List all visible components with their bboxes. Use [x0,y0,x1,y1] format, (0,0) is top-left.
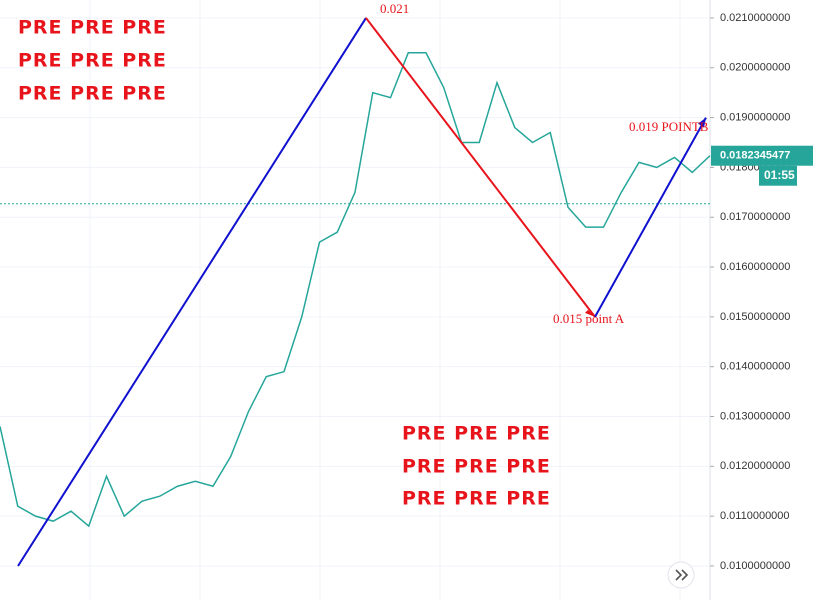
watermark: PRE PRE PRE [18,83,167,105]
trend-line [17,17,367,567]
y-tick-label: 0.0210000000 [720,12,790,24]
trend-line [594,117,707,318]
y-tick-label: 0.0160000000 [720,261,790,273]
y-tick-label: 0.0190000000 [720,111,790,123]
watermark: PRE PRE PRE [402,423,551,445]
last-price-box [711,145,813,166]
y-tick-label: 0.0100000000 [720,560,790,572]
watermark: PRE PRE PRE [18,50,167,72]
trend-line [365,17,596,318]
vertical-grid [89,0,681,600]
watermark-group: PRE PRE PRE PRE PRE PRE PRE PRE PRE [402,423,551,510]
countdown-box [759,165,797,186]
y-tick-label: 0.0140000000 [720,361,790,373]
last-price-label: 0.0182345477 [720,150,790,162]
watermark: PRE PRE PRE [402,456,551,478]
y-tick-label: 0.0110000000 [720,510,790,522]
y-tick-label: 0.0130000000 [720,410,790,422]
annotation: 0.021 [380,1,409,16]
arrow-head [698,117,706,128]
annotation: 0.015 point A [553,311,625,326]
price-line [0,52,711,528]
arrow-head [585,309,595,317]
y-tick-label: 0.0150000000 [720,311,790,323]
watermark: PRE PRE PRE [18,17,167,39]
watermark-group: PRE PRE PRE PRE PRE PRE PRE PRE PRE [18,17,167,105]
y-tick-label: 0.0170000000 [720,211,790,223]
watermark: PRE PRE PRE [402,488,551,510]
annotation: 0.019 POINTB [629,119,709,134]
y-tick-label: 0.0200000000 [720,62,790,74]
scroll-icon [675,569,689,581]
y-tick-label: 0.0120000000 [720,460,790,472]
countdown-label: 01:55 [764,168,795,182]
